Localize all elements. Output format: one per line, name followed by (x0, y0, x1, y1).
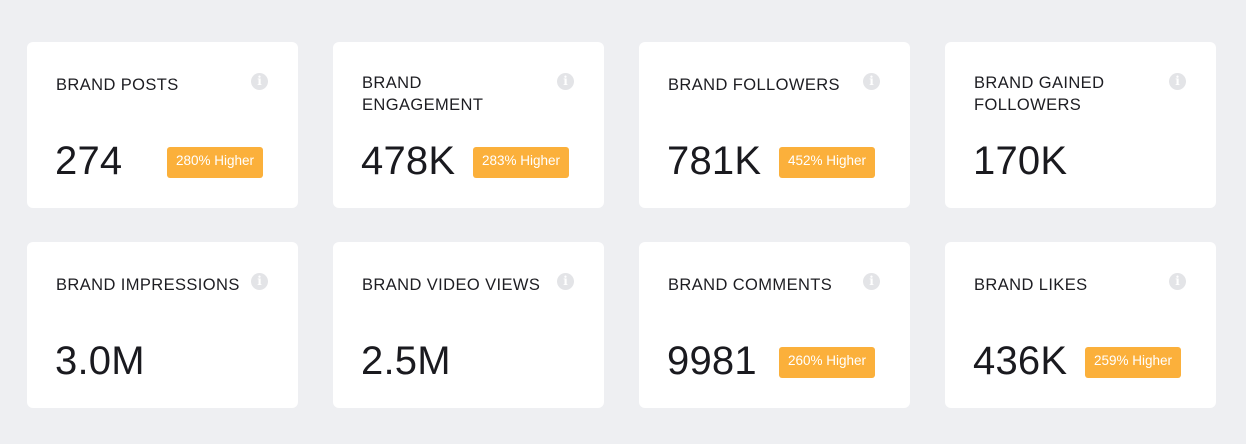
card-title: BRAND IMPRESSIONS (56, 276, 240, 294)
info-icon[interactable]: i (251, 73, 268, 90)
card-title: BRAND VIDEO VIEWS (362, 276, 541, 294)
comparison-badge: 259% Higher (1085, 347, 1182, 378)
metrics-grid: BRAND POSTS i 274 280% Higher BRAND ENGA… (27, 42, 1216, 408)
info-icon[interactable]: i (557, 273, 574, 290)
card-title: BRAND LIKES (974, 276, 1088, 294)
info-icon[interactable]: i (1169, 73, 1186, 90)
card-title: BRAND FOLLOWERS (668, 76, 840, 94)
info-icon[interactable]: i (557, 73, 574, 90)
metric-card-brand-posts: BRAND POSTS i 274 280% Higher (27, 42, 298, 208)
card-value: 2.5M (361, 339, 451, 383)
card-value: 781K (667, 139, 762, 183)
card-title: BRAND ENGAGEMENT (362, 74, 484, 114)
info-icon[interactable]: i (863, 273, 880, 290)
comparison-badge: 283% Higher (473, 147, 570, 178)
comparison-badge: 452% Higher (779, 147, 876, 178)
card-value: 478K (361, 139, 456, 183)
metric-card-brand-followers: BRAND FOLLOWERS i 781K 452% Higher (639, 42, 910, 208)
card-title: BRAND GAINED FOLLOWERS (974, 74, 1105, 114)
info-icon[interactable]: i (251, 273, 268, 290)
metric-card-brand-impressions: BRAND IMPRESSIONS i 3.0M (27, 242, 298, 408)
metric-card-brand-likes: BRAND LIKES i 436K 259% Higher (945, 242, 1216, 408)
metric-card-brand-engagement: BRAND ENGAGEMENT i 478K 283% Higher (333, 42, 604, 208)
card-value: 436K (973, 339, 1068, 383)
comparison-badge: 260% Higher (779, 347, 876, 378)
metric-card-brand-gained-followers: BRAND GAINED FOLLOWERS i 170K (945, 42, 1216, 208)
card-title: BRAND COMMENTS (668, 276, 833, 294)
card-value: 170K (973, 139, 1068, 183)
comparison-badge: 280% Higher (167, 147, 264, 178)
card-value: 9981 (667, 339, 757, 383)
metric-card-brand-video-views: BRAND VIDEO VIEWS i 2.5M (333, 242, 604, 408)
info-icon[interactable]: i (1169, 273, 1186, 290)
metric-card-brand-comments: BRAND COMMENTS i 9981 260% Higher (639, 242, 910, 408)
card-value: 274 (55, 139, 123, 183)
info-icon[interactable]: i (863, 73, 880, 90)
card-value: 3.0M (55, 339, 145, 383)
card-title: BRAND POSTS (56, 76, 179, 94)
